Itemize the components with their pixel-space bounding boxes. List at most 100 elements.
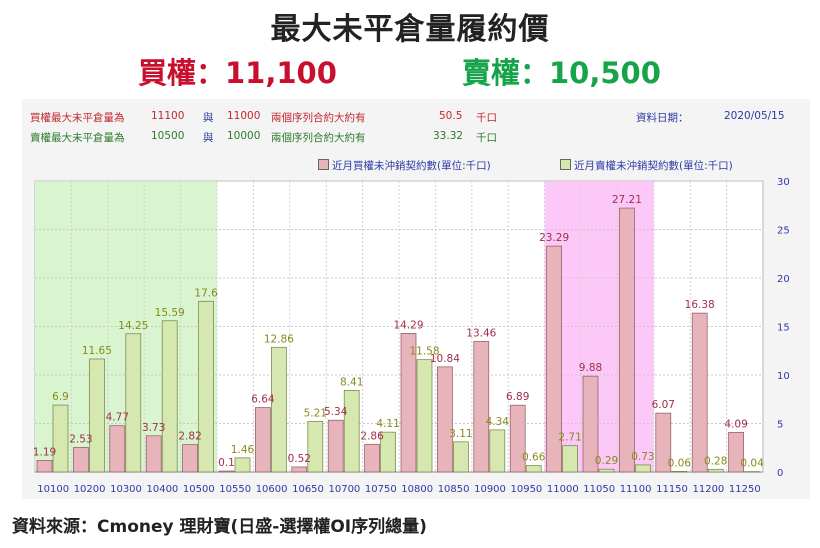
y-tick-label: 25 [777,226,790,237]
put-bar [125,333,142,473]
call-info-value: 50.5 [439,110,463,122]
put-bar [234,457,251,473]
call-bar [291,466,308,473]
legend-call-swatch [318,159,329,170]
legend-call-label: 近月買權未沖銷契約數(單位:千口) [332,160,491,172]
call-bar [73,447,89,473]
call-info-name: 買權最大未平倉量為 [30,112,125,124]
call-data-label: 14.29 [393,319,423,331]
x-tick-label: 11150 [656,484,688,495]
call-bar [473,341,490,473]
call-bar [182,444,198,473]
put-bar [161,320,178,473]
call-data-label: 13.46 [466,327,496,339]
put-data-label: 11.58 [409,346,439,358]
x-tick-label: 10800 [401,484,433,495]
call-data-label: 2.82 [178,431,201,443]
date-value: 2020/05/15 [724,110,785,122]
put-bar [198,300,214,473]
call-data-label: 3.73 [142,422,165,434]
call-bar [509,404,526,473]
put-info-value: 33.32 [433,130,464,142]
put-bar [453,441,469,473]
put-bar [343,390,360,473]
put-data-label: 11.65 [82,345,112,357]
x-tick-label: 11000 [547,484,579,495]
legend-put-swatch [560,159,571,170]
call-bar [582,375,599,473]
call-bar [728,431,744,473]
x-tick-label: 10400 [146,484,178,495]
x-tick-label: 10300 [110,484,142,495]
legend-put: 近月賣權未沖銷契約數(單位:千口) [560,158,733,173]
x-tick-label: 10900 [474,484,506,495]
put-bar [562,445,578,473]
x-tick-label: 10950 [510,484,542,495]
put-bar [416,359,433,473]
call-data-label: 5.34 [324,406,348,418]
call-info-conj: 與 [203,112,214,124]
call-data-label: 4.09 [724,418,747,430]
call-bar [145,435,162,473]
put-bar [525,465,542,473]
put-data-label: 5.21 [304,407,327,419]
x-tick-label: 10650 [292,484,324,495]
x-tick-label: 10600 [256,484,288,495]
put-data-label: 0.06 [668,457,692,469]
x-tick-label: 11250 [729,484,761,495]
call-data-label: 10.84 [430,353,460,365]
y-tick-label: 5 [777,420,783,431]
call-info-strike1: 11100 [151,110,185,122]
put-bar [380,431,396,473]
put-info-unit: 千口 [476,132,497,144]
y-tick-label: 15 [777,323,790,334]
call-info-strike2: 11000 [227,110,261,122]
x-tick-label: 10550 [219,484,251,495]
y-tick-label: 30 [777,177,790,188]
put-bar [671,471,688,473]
x-tick-label: 11100 [620,484,652,495]
call-data-label: 2.53 [69,433,92,445]
put-data-label: 14.25 [118,320,148,332]
put-info-name: 賣權最大未平倉量為 [30,132,125,144]
call-bar [364,443,380,473]
put-data-label: 0.28 [704,455,727,467]
put-data-label: 3.11 [449,428,472,440]
call-data-label: 23.29 [539,232,569,244]
put-bar [489,429,506,473]
call-bar [437,366,453,473]
call-bar [619,207,635,473]
put-bar [598,468,615,473]
legend-put-label: 近月賣權未沖銷契約數(單位:千口) [574,160,733,172]
legend-call: 近月買權未沖銷契約數(單位:千口) [318,158,491,173]
put-data-label: 0.66 [522,452,546,464]
call-data-label: 0.1 [218,457,235,469]
y-tick-label: 20 [777,274,790,285]
put-bar [89,358,105,473]
put-data-label: 4.34 [486,416,510,428]
put-data-label: 8.41 [340,376,363,388]
y-tick-label: 10 [777,371,790,382]
put-info-strike2: 10000 [227,130,261,142]
call-data-label: 2.86 [360,430,384,442]
max-call-strike: 買權：11,100 [138,56,337,90]
put-data-label: 6.9 [52,391,69,403]
call-bar [655,412,672,473]
page-title: 最大未平倉量履約價 [270,12,550,47]
call-data-label: 0.52 [288,453,311,465]
x-tick-label: 10750 [365,484,397,495]
put-data-label: 2.71 [558,432,581,444]
call-bar [255,407,271,473]
call-bar [36,460,53,473]
put-info-strike1: 10500 [151,130,185,142]
x-tick-label: 10100 [37,484,69,495]
put-bar [707,468,724,473]
put-info-conj: 與 [203,132,214,144]
put-data-label: 0.73 [631,451,654,463]
x-tick-label: 10700 [328,484,360,495]
call-data-label: 1.19 [33,446,56,458]
call-data-label: 6.64 [251,394,275,406]
x-tick-label: 11050 [583,484,615,495]
max-put-strike: 賣權：10,500 [462,56,661,90]
